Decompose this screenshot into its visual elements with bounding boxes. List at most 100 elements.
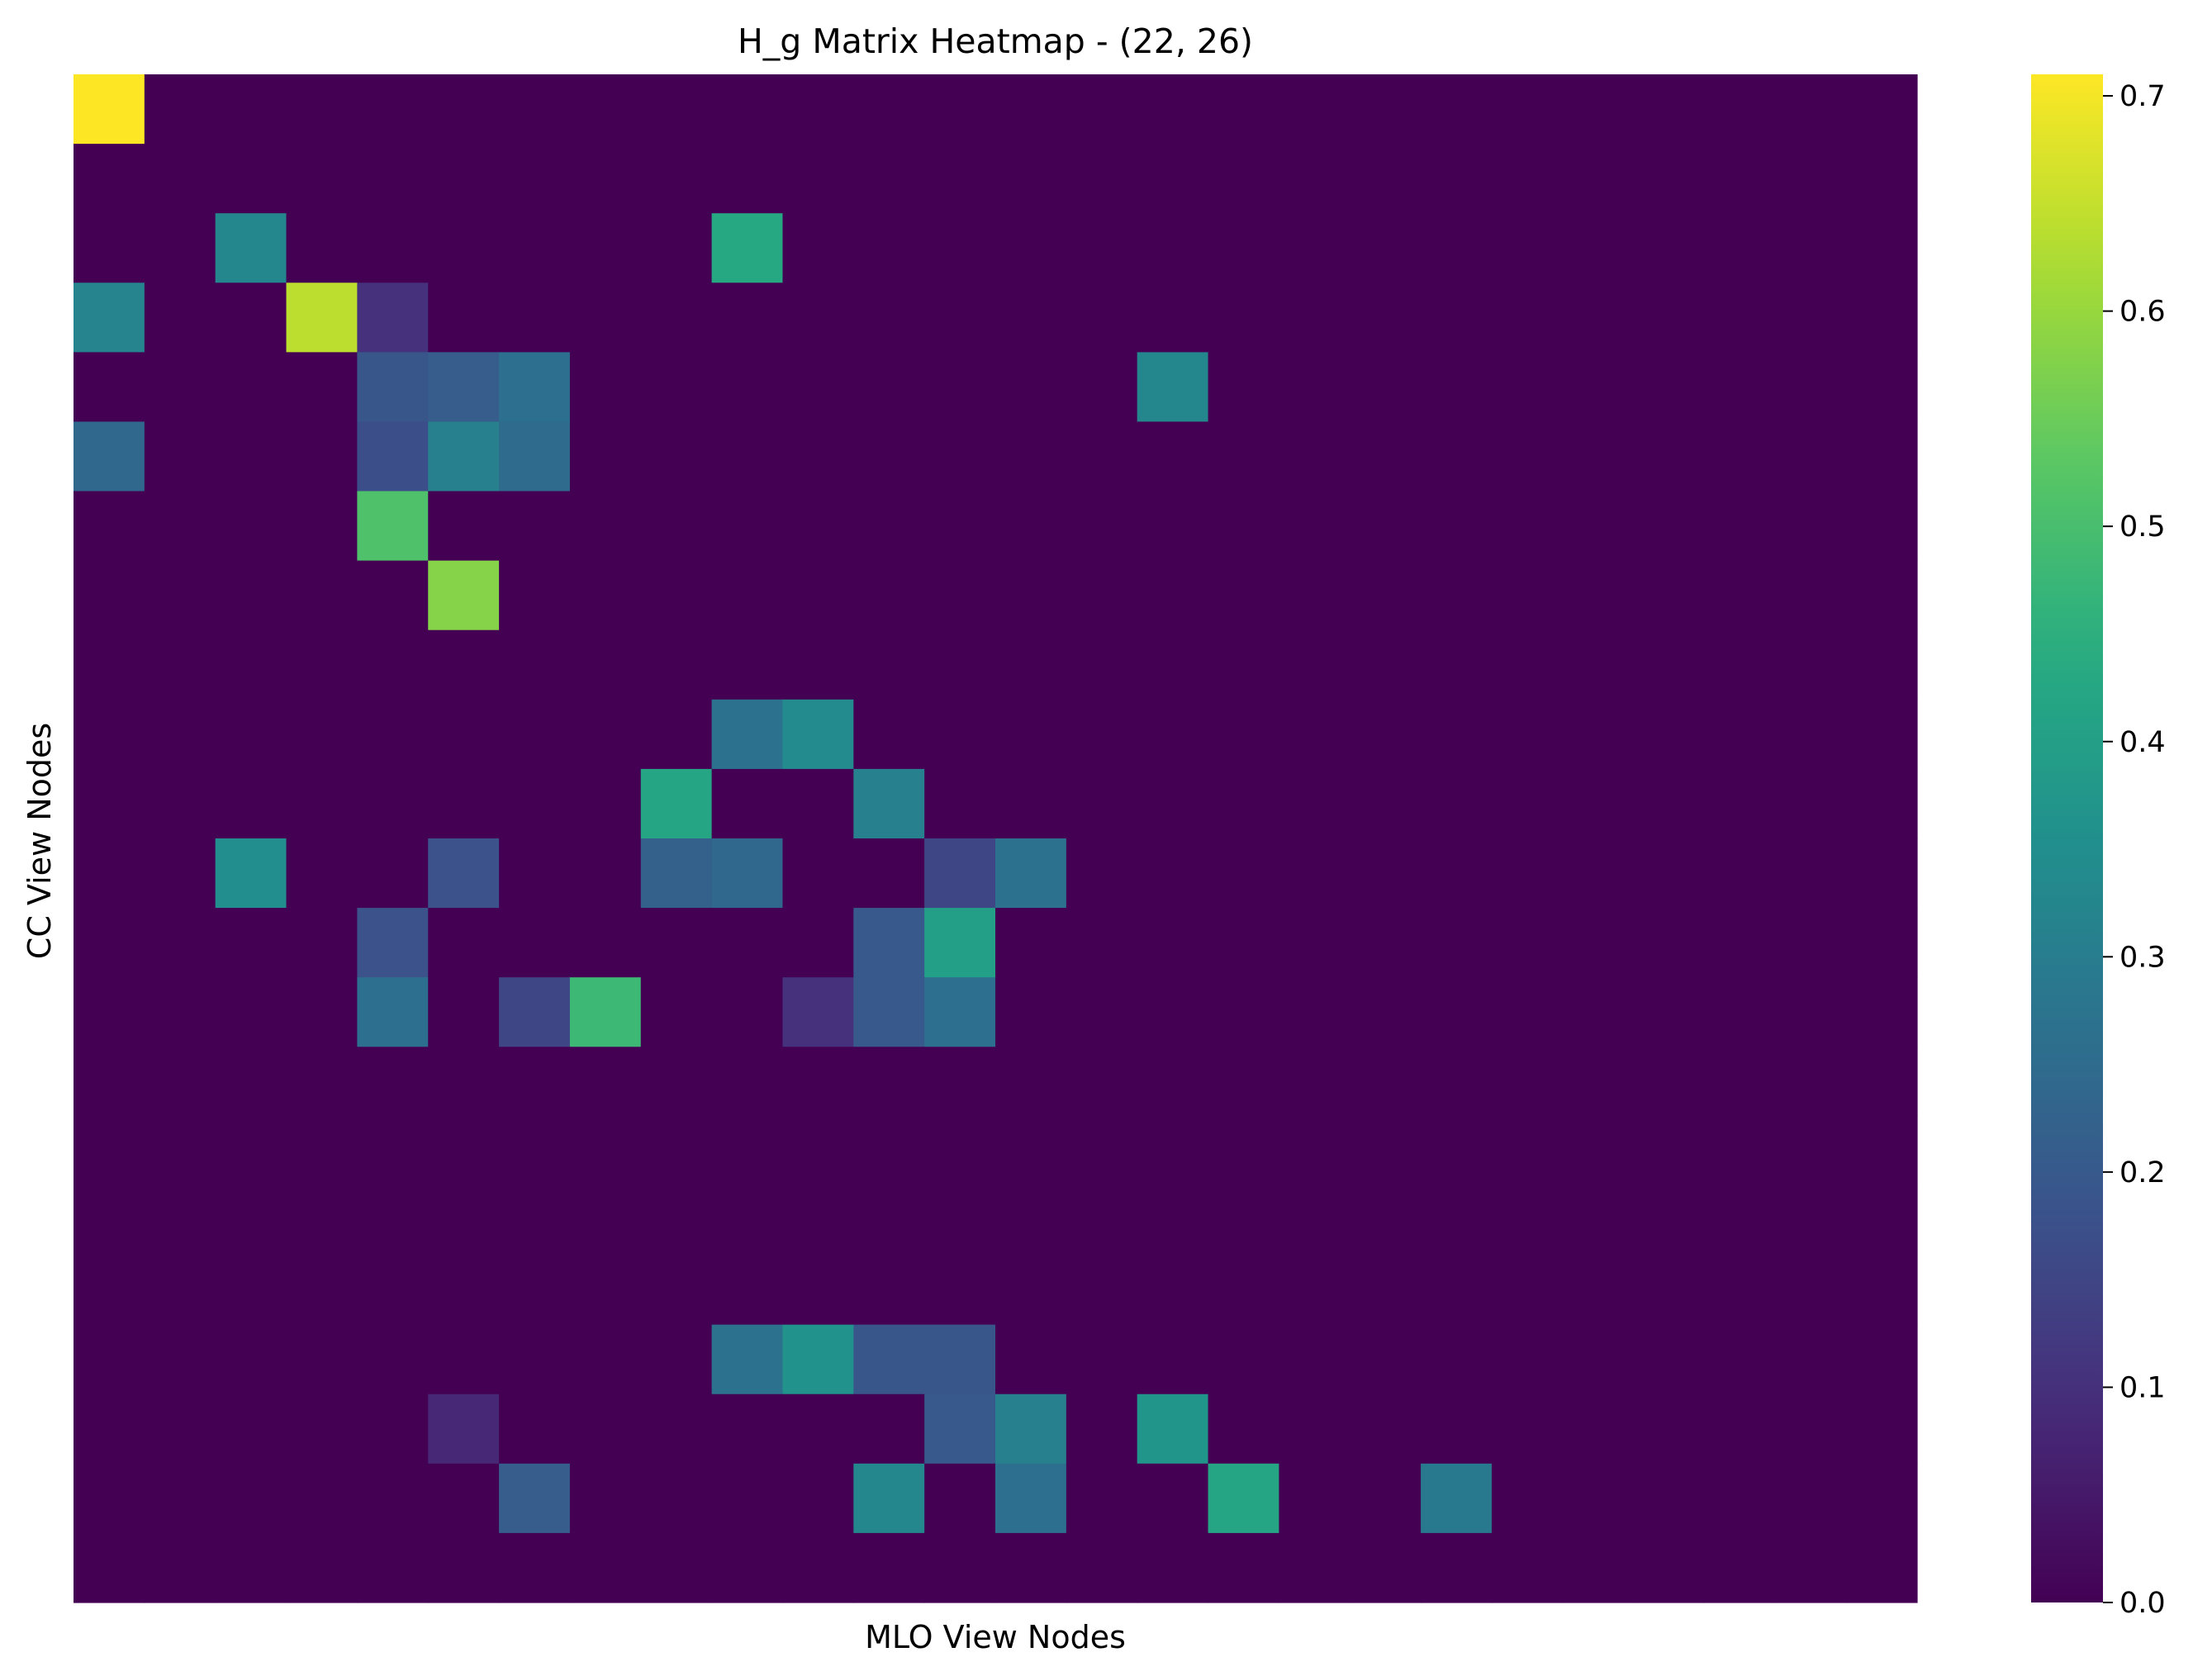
heatmap-cell <box>1279 1463 1350 1534</box>
heatmap-cell <box>1350 1463 1422 1534</box>
heatmap-cell <box>144 1324 216 1395</box>
heatmap-cell <box>144 421 216 492</box>
heatmap-cell <box>1846 213 1918 283</box>
heatmap-cell <box>1066 144 1138 214</box>
heatmap-cell <box>782 908 854 978</box>
heatmap-cell <box>74 977 145 1047</box>
heatmap-cell <box>215 1324 287 1395</box>
heatmap-cell <box>499 908 571 978</box>
heatmap-cell <box>1137 1255 1209 1326</box>
heatmap-cell <box>286 1116 358 1187</box>
heatmap-cell <box>499 282 571 353</box>
heatmap-cell <box>1491 213 1564 283</box>
heatmap-cell <box>1137 768 1209 839</box>
heatmap-cell <box>640 74 713 145</box>
heatmap-cell <box>1846 352 1918 423</box>
heatmap-cell <box>499 1047 571 1117</box>
heatmap-cell <box>853 144 925 214</box>
heatmap-cell <box>1633 629 1706 700</box>
heatmap-cell <box>215 1116 287 1187</box>
heatmap-cell <box>995 629 1067 700</box>
heatmap-cell <box>1704 1532 1776 1603</box>
heatmap-cell <box>144 491 216 562</box>
heatmap-cell <box>1633 421 1706 492</box>
heatmap-cell <box>1775 768 1847 839</box>
heatmap-cell <box>74 1324 145 1395</box>
heatmap-cell <box>853 213 925 283</box>
heatmap-cell <box>74 421 145 492</box>
heatmap-cell <box>782 629 854 700</box>
heatmap-cell <box>74 213 145 283</box>
heatmap-cell <box>1279 629 1350 700</box>
heatmap-cell <box>1279 977 1350 1047</box>
heatmap-cell <box>1066 908 1138 978</box>
heatmap-cell <box>499 1532 571 1603</box>
heatmap-cell <box>853 768 925 839</box>
heatmap-cell <box>144 699 216 770</box>
heatmap-cell <box>215 699 287 770</box>
heatmap-cell <box>1421 768 1493 839</box>
heatmap-cell <box>1704 1047 1776 1117</box>
heatmap-cell <box>1421 977 1493 1047</box>
heatmap-cell <box>1421 1394 1493 1465</box>
heatmap-cell <box>1491 1185 1564 1256</box>
heatmap-cell <box>74 1185 145 1256</box>
heatmap-cell <box>569 491 642 562</box>
heatmap-cell <box>1562 1116 1635 1187</box>
heatmap-cell <box>1846 1116 1918 1187</box>
heatmap-cell <box>1775 213 1847 283</box>
heatmap-cell <box>853 1324 925 1395</box>
heatmap-cell <box>1491 1532 1564 1603</box>
heatmap-cell <box>1066 560 1138 631</box>
heatmap-cell <box>1562 768 1635 839</box>
heatmap-cell <box>1846 491 1918 562</box>
heatmap-cell <box>1704 1185 1776 1256</box>
heatmap-cell <box>995 1116 1067 1187</box>
heatmap-cell <box>640 1394 713 1465</box>
heatmap-cell <box>853 699 925 770</box>
heatmap-cell <box>357 1394 429 1465</box>
heatmap-cell <box>1208 1185 1279 1256</box>
colorbar-tick-label: 0.0 <box>2119 1587 2166 1620</box>
heatmap-cell <box>215 144 287 214</box>
heatmap-cell <box>1846 699 1918 770</box>
heatmap-cell <box>640 1324 713 1395</box>
heatmap-cell <box>711 1116 784 1187</box>
heatmap-cell <box>1633 560 1706 631</box>
heatmap-cell <box>1775 838 1847 909</box>
heatmap-cell <box>782 421 854 492</box>
heatmap-cell <box>1208 838 1279 909</box>
heatmap-cell <box>215 838 287 909</box>
heatmap-cell <box>640 1185 713 1256</box>
heatmap-cell <box>924 1394 996 1465</box>
heatmap-cell <box>711 977 784 1047</box>
heatmap-cell <box>144 74 216 145</box>
heatmap-cell <box>215 1185 287 1256</box>
heatmap-cell <box>1846 1185 1918 1256</box>
heatmap-cell <box>1562 1047 1635 1117</box>
heatmap-cell <box>144 629 216 700</box>
heatmap-cell <box>1846 838 1918 909</box>
heatmap-cell <box>1775 74 1847 145</box>
heatmap-cell <box>499 1463 571 1534</box>
heatmap-cell <box>1775 1185 1847 1256</box>
heatmap-cell <box>711 491 784 562</box>
heatmap-cell <box>1421 1255 1493 1326</box>
heatmap-cell <box>144 838 216 909</box>
heatmap-cell <box>1421 144 1493 214</box>
heatmap-cell <box>1421 699 1493 770</box>
heatmap-cell <box>1775 629 1847 700</box>
heatmap-cell <box>499 1255 571 1326</box>
heatmap-cell <box>1633 74 1706 145</box>
heatmap-cell <box>569 1463 642 1534</box>
chart-title: H_g Matrix Heatmap - (22, 26) <box>738 21 1253 61</box>
heatmap-cell <box>357 1324 429 1395</box>
heatmap-cell <box>357 977 429 1047</box>
heatmap-cell <box>499 491 571 562</box>
heatmap-cell <box>782 144 854 214</box>
heatmap-cell <box>1633 838 1706 909</box>
heatmap-cell <box>286 213 358 283</box>
heatmap-cell <box>499 421 571 492</box>
colorbar-tick-label: 0.1 <box>2119 1371 2166 1404</box>
heatmap-cell <box>569 838 642 909</box>
